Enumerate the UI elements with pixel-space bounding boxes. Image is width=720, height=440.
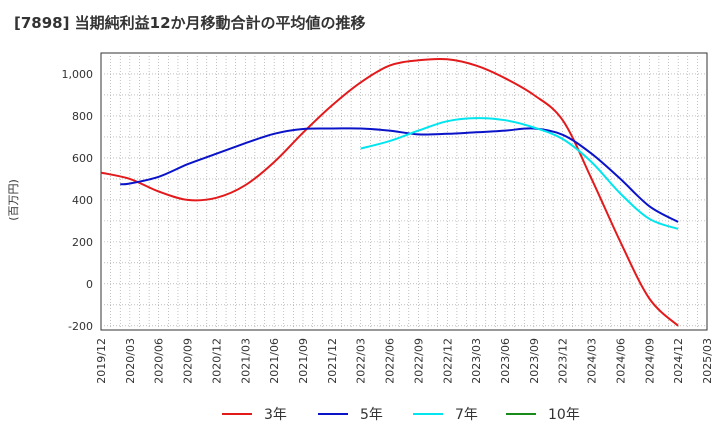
plot-area [100,52,708,331]
x-tick-label: 2024/12 [672,338,685,384]
legend-label-7年: 7年 [455,407,478,423]
legend-label-3年: 3年 [264,407,287,423]
y-tick-label: 1,000 [62,68,94,81]
x-tick-label: 2021/09 [297,338,310,384]
x-tick-label: 2021/03 [239,338,252,384]
x-tick-label: 2020/06 [153,338,166,384]
chart-title: [7898] 当期純利益12か月移動合計の平均値の推移 [14,14,366,32]
y-axis-label: (百万円) [7,179,20,221]
series-line-7年 [360,117,679,230]
x-tick-label: 2023/12 [557,338,570,384]
x-tick-label: 2020/09 [182,338,195,384]
y-tick-label: 600 [72,152,93,165]
x-tick-label: 2023/09 [528,338,541,384]
grid-lines [101,53,707,330]
legend-label-10年: 10年 [548,407,580,423]
x-tick-label: 2019/12 [95,338,108,384]
x-axis-ticks: 2019/12 2020/03 2020/06 2020/09 2020/12 2021/… [95,338,714,384]
y-tick-label: 400 [72,194,93,207]
x-tick-label: 2021/12 [326,338,339,384]
series-line-5年 [120,127,679,223]
x-tick-label: 2025/03 [701,338,714,384]
x-tick-label: 2022/06 [384,338,397,384]
x-tick-label: 2024/03 [586,338,599,384]
series-lines [100,57,679,327]
x-tick-label: 2022/12 [441,338,454,384]
legend: 3年 5年 7年 10年 [222,407,580,423]
x-tick-label: 2020/03 [124,338,137,384]
x-tick-label: 2023/03 [470,338,483,384]
x-tick-label: 2024/06 [614,338,627,384]
x-tick-label: 2023/06 [499,338,512,384]
y-tick-label: 200 [72,236,93,249]
legend-label-5年: 5年 [360,407,383,423]
x-tick-label: 2024/09 [643,338,656,384]
y-axis-ticks: -200 0 200 400 600 800 1,000 [62,68,94,333]
series-line-3年 [100,57,679,327]
y-tick-label: 0 [86,278,93,291]
x-tick-label: 2020/12 [210,338,223,384]
x-tick-label: 2022/03 [355,338,368,384]
y-tick-label: 800 [72,110,93,123]
x-tick-label: 2021/06 [268,338,281,384]
y-tick-label: -200 [68,320,93,333]
x-tick-label: 2022/09 [412,338,425,384]
